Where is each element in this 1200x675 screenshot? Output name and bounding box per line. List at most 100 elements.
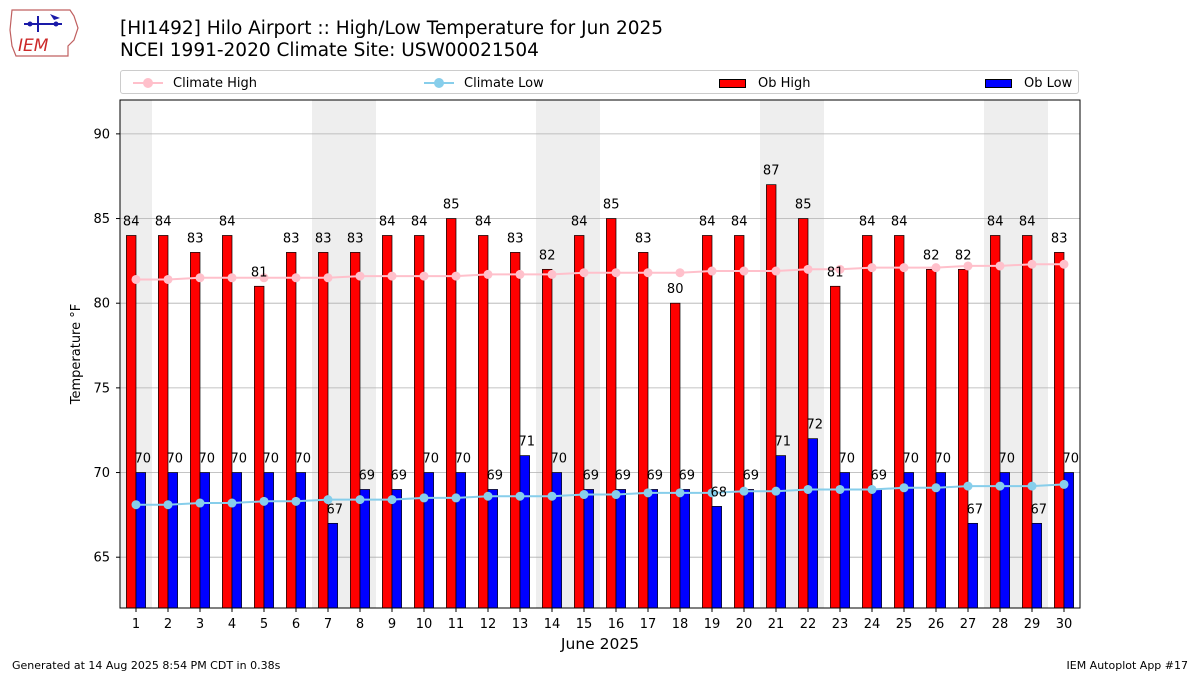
ob-low-label: 70 bbox=[839, 452, 856, 467]
x-tick-label: 7 bbox=[324, 617, 332, 632]
climate-high-point bbox=[483, 269, 493, 279]
climate-high-point bbox=[995, 261, 1005, 271]
ob-low-label: 68 bbox=[711, 485, 728, 500]
x-tick-label: 9 bbox=[388, 617, 396, 632]
ob-low-bar bbox=[423, 472, 434, 609]
climate-low-point bbox=[227, 498, 237, 508]
ob-high-label: 85 bbox=[443, 198, 460, 213]
x-tick-label: 20 bbox=[736, 617, 753, 632]
ob-high-bar bbox=[958, 268, 969, 609]
x-tick-label: 1 bbox=[132, 617, 140, 632]
climate-high-point bbox=[707, 266, 717, 276]
climate-low-point bbox=[195, 498, 205, 508]
ob-low-label: 70 bbox=[455, 452, 472, 467]
climate-low-point bbox=[675, 488, 685, 498]
ob-high-label: 83 bbox=[1051, 231, 1068, 246]
climate-high-point bbox=[1027, 259, 1037, 269]
ob-high-label: 82 bbox=[955, 248, 972, 263]
ob-low-label: 70 bbox=[295, 452, 312, 467]
ob-high-bar bbox=[894, 235, 905, 609]
legend-label-ob-low: Ob Low bbox=[1024, 75, 1073, 91]
ob-low-label: 69 bbox=[583, 468, 600, 483]
ob-low-label: 70 bbox=[999, 452, 1016, 467]
ob-low-label: 71 bbox=[775, 435, 792, 450]
ob-high-bar bbox=[766, 184, 777, 609]
ob-high-label: 87 bbox=[763, 164, 780, 179]
ob-high-label: 85 bbox=[603, 198, 620, 213]
ob-high-bar bbox=[670, 302, 681, 609]
ob-low-label: 67 bbox=[327, 502, 344, 517]
climate-low-point bbox=[643, 488, 653, 498]
ob-low-bar bbox=[231, 472, 242, 609]
ob-low-bar bbox=[903, 472, 914, 609]
ob-low-bar bbox=[391, 489, 402, 609]
ob-low-bar bbox=[1063, 472, 1074, 609]
x-tick-label: 19 bbox=[704, 617, 721, 632]
climate-high-point bbox=[195, 273, 205, 283]
x-tick-label: 26 bbox=[928, 617, 945, 632]
ob-low-label: 67 bbox=[1031, 502, 1048, 517]
y-tick-label: 80 bbox=[93, 297, 110, 312]
x-tick-label: 17 bbox=[640, 617, 657, 632]
climate-low-point bbox=[163, 500, 173, 510]
climate-high-point bbox=[803, 264, 813, 274]
plot-frame bbox=[119, 99, 1081, 609]
weekend-shade bbox=[792, 100, 824, 608]
ob-low-bar bbox=[359, 489, 370, 609]
ob-high-bar bbox=[350, 252, 361, 609]
ob-low-label: 69 bbox=[871, 468, 888, 483]
ob-low-bar bbox=[807, 438, 818, 609]
climate-high-point bbox=[963, 261, 973, 271]
climate-low-point bbox=[707, 488, 717, 498]
ob-low-swatch bbox=[985, 78, 1012, 88]
climate-low-point bbox=[611, 490, 621, 500]
generated-footer: Generated at 14 Aug 2025 8:54 PM CDT in … bbox=[12, 659, 281, 672]
climate-high-point bbox=[387, 271, 397, 281]
x-tick-label: 6 bbox=[292, 617, 300, 632]
climate-high-point bbox=[163, 274, 173, 284]
legend-item-ob-high: Ob High bbox=[719, 71, 811, 95]
climate-low-point bbox=[931, 483, 941, 493]
ob-high-bar bbox=[446, 218, 457, 609]
ob-high-label: 84 bbox=[1019, 214, 1036, 229]
ob-high-bar bbox=[574, 235, 585, 609]
weekend-shade bbox=[536, 100, 568, 608]
legend-item-ob-low: Ob Low bbox=[985, 71, 1072, 95]
climate-low-point bbox=[387, 495, 397, 505]
y-tick-label: 75 bbox=[93, 381, 110, 396]
ob-low-bar bbox=[711, 506, 722, 609]
ob-high-bar bbox=[606, 218, 617, 609]
x-tick-label: 24 bbox=[864, 617, 881, 632]
climate-high-point bbox=[451, 271, 461, 281]
climate-low-point bbox=[995, 481, 1005, 491]
ob-high-bar bbox=[702, 235, 713, 609]
climate-high-point bbox=[291, 273, 301, 283]
ob-low-bar bbox=[327, 522, 338, 609]
ob-low-label: 70 bbox=[135, 452, 152, 467]
iowa-outline bbox=[9, 9, 79, 57]
legend-label-climate-high: Climate High bbox=[173, 75, 258, 91]
x-tick-label: 16 bbox=[608, 617, 625, 632]
climate-low-point bbox=[739, 486, 749, 496]
ob-high-bar bbox=[542, 268, 553, 609]
climate-high-point bbox=[323, 273, 333, 283]
ob-low-label: 69 bbox=[647, 468, 664, 483]
x-tick-label: 13 bbox=[512, 617, 529, 632]
climate-low-point bbox=[451, 493, 461, 503]
ob-high-bar bbox=[286, 252, 297, 609]
climate-high-point bbox=[579, 268, 589, 278]
legend: Climate High Climate Low Ob High Ob Low bbox=[120, 70, 1079, 94]
climate-high-point bbox=[611, 268, 621, 278]
ob-low-bar bbox=[615, 489, 626, 609]
y-tick-label: 90 bbox=[93, 127, 110, 142]
x-tick-label: 22 bbox=[800, 617, 817, 632]
ob-high-label: 84 bbox=[155, 214, 172, 229]
legend-label-ob-high: Ob High bbox=[758, 75, 811, 91]
climate-high-point bbox=[899, 263, 909, 273]
climate-low-point bbox=[515, 491, 525, 501]
ob-low-label: 69 bbox=[615, 468, 632, 483]
ob-low-label: 70 bbox=[935, 452, 952, 467]
climate-low-point bbox=[483, 491, 493, 501]
ob-low-bar bbox=[295, 472, 306, 609]
legend-label-climate-low: Climate Low bbox=[464, 75, 544, 91]
